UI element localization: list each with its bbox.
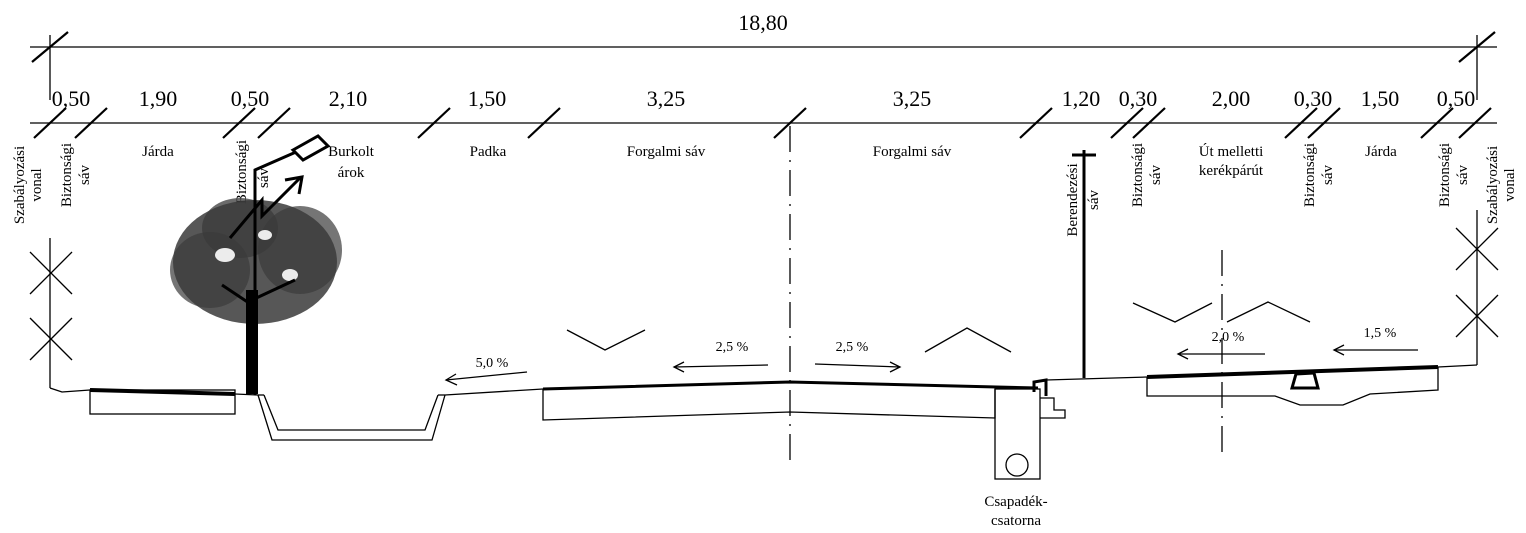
- label-biztonsagi-5a: Biztonsági: [1437, 143, 1453, 207]
- slope-arrows: 5,0 % 2,5 % 2,5 % 2,0 % 1,5 %: [444, 326, 1418, 386]
- power-arrow: [228, 176, 302, 239]
- dim-10: 0,30: [1294, 86, 1333, 111]
- label-burkolt-2: árok: [338, 165, 365, 181]
- label-kerekparut-1: Út melletti: [1199, 143, 1264, 160]
- dim-3: 2,10: [329, 86, 368, 111]
- slope-road-right: 2,5 %: [836, 340, 869, 355]
- label-szabalyozasi-left-2: vonal: [29, 168, 45, 201]
- curb: [1032, 378, 1048, 396]
- label-berendezesi-1: Berendezési: [1065, 163, 1081, 236]
- overall-dimension: 18,80: [30, 10, 1497, 100]
- dim-6: 3,25: [893, 86, 932, 111]
- dim-2: 0,50: [231, 86, 270, 111]
- slope-bike: 2,0 %: [1212, 330, 1245, 345]
- lamp-pole: [253, 150, 297, 395]
- tree-and-lamp: [170, 134, 342, 395]
- left-sidewalk-slab: [89, 389, 236, 415]
- regulation-line-right: [1455, 210, 1499, 365]
- dim-5: 3,25: [647, 86, 686, 111]
- label-szabalyozasi-left-1: Szabályozási: [12, 146, 28, 224]
- label-biztonsagi-2a: Biztonsági: [234, 140, 250, 204]
- zone-labels: Szabályozási vonal Biztonsági sáv Járda …: [12, 140, 1518, 237]
- total-width-label: 18,80: [738, 10, 788, 35]
- label-biztonsagi-4b: sáv: [1320, 165, 1336, 185]
- storm-drain-pipe: [1005, 453, 1029, 477]
- label-szabalyozasi-right-1: Szabályozási: [1485, 146, 1501, 224]
- dim-11: 1,50: [1361, 86, 1400, 111]
- storm-drain-pipe-box: [994, 388, 1041, 480]
- label-biztonsagi-1b: sáv: [77, 165, 93, 185]
- dimension-ticks: [33, 107, 1492, 139]
- label-biztonsagi-1a: Biztonsági: [59, 143, 75, 207]
- dim-9: 2,00: [1212, 86, 1251, 111]
- label-biztonsagi-2b: sáv: [256, 168, 272, 188]
- paved-ditch: [263, 394, 439, 431]
- label-berendezesi-2: sáv: [1086, 190, 1102, 210]
- label-biztonsagi-5b: sáv: [1455, 165, 1471, 185]
- label-biztonsagi-4a: Biztonsági: [1302, 143, 1318, 207]
- slope-chevrons: [566, 301, 1311, 353]
- label-jarda-left: Járda: [142, 144, 174, 160]
- ground-profile: [49, 150, 1478, 480]
- label-forgalmi-right: Forgalmi sáv: [873, 144, 952, 160]
- dim-7: 1,20: [1062, 86, 1101, 111]
- drain-label-2: csatorna: [991, 513, 1041, 529]
- dim-4: 1,50: [468, 86, 507, 111]
- label-forgalmi-left: Forgalmi sáv: [627, 144, 706, 160]
- slope-road-left: 2,5 %: [716, 340, 749, 355]
- label-padka: Padka: [470, 144, 507, 160]
- lamp-head: [290, 134, 331, 162]
- dim-1: 1,90: [139, 86, 178, 111]
- label-biztonsagi-3a: Biztonsági: [1130, 143, 1146, 207]
- regulation-line-left: [29, 238, 73, 388]
- label-kerekparut-2: kerékpárút: [1199, 163, 1264, 179]
- bike-curb-element: [1290, 371, 1320, 390]
- slope-sidewalk-right: 1,5 %: [1364, 326, 1397, 341]
- label-jarda-right: Járda: [1365, 144, 1397, 160]
- dim-12: 0,50: [1437, 86, 1476, 111]
- slope-padka: 5,0 %: [476, 356, 509, 371]
- label-burkolt-1: Burkolt: [328, 144, 375, 160]
- dim-8: 0,30: [1119, 86, 1158, 111]
- dim-0: 0,50: [52, 86, 91, 111]
- label-szabalyozasi-right-2: vonal: [1502, 168, 1518, 201]
- segment-dimensions: 0,50 1,90 0,50 2,10 1,50 3,25 3,25 1,20 …: [30, 86, 1497, 139]
- label-biztonsagi-3b: sáv: [1148, 165, 1164, 185]
- drain-label-1: Csapadék-: [984, 494, 1047, 510]
